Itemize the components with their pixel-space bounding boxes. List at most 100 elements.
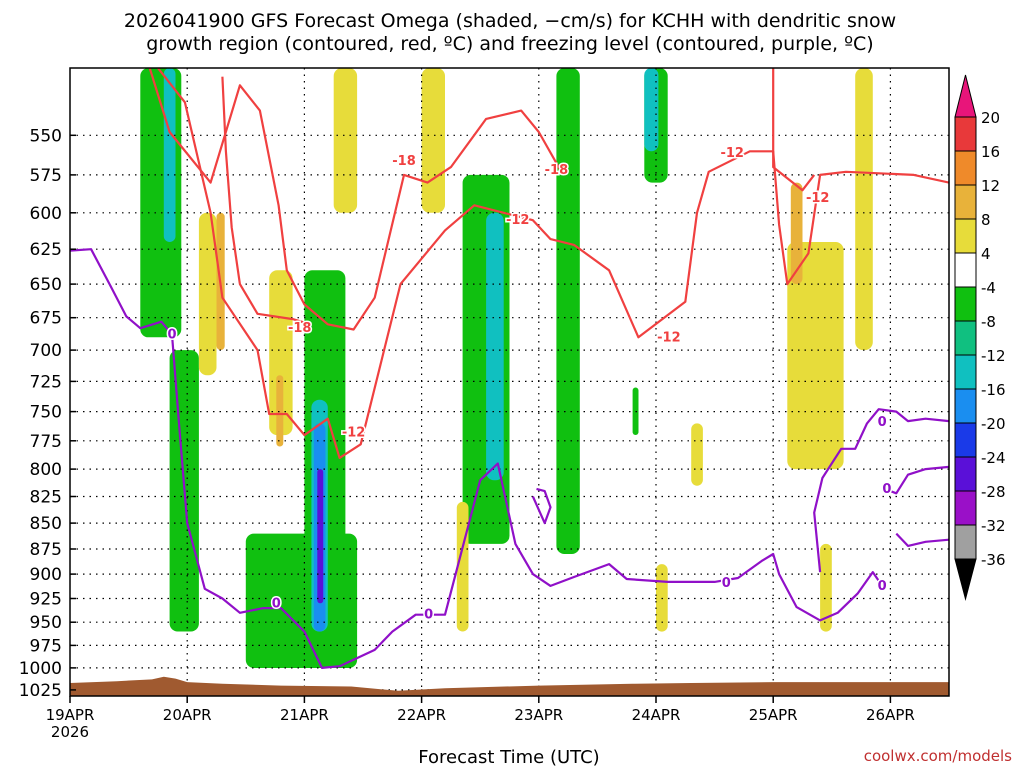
omega-patch-yellow — [855, 68, 873, 351]
freezing-contour-label: 0 — [424, 608, 433, 623]
y-tick-label-800: 800 — [30, 460, 62, 480]
dgz-contour-label: -18 — [545, 163, 569, 178]
dgz-contour-label: -12 — [657, 330, 681, 345]
colorbar-label: -24 — [981, 449, 1006, 467]
dgz-contour-minus18-inner — [221, 76, 311, 326]
y-axis-ticks: 550 575 600 625 650 675 700 725 750 775 800 825 850 8… — [19, 126, 76, 701]
omega-patch-teal — [486, 212, 504, 481]
colorbar-label: -8 — [981, 313, 996, 331]
y-tick-label-900: 900 — [30, 565, 62, 585]
colorbar-bin — [954, 252, 977, 288]
chart-title-line-1: 2026041900 GFS Forecast Omega (shaded, −… — [124, 10, 896, 32]
y-tick-label-1000: 1000 — [19, 659, 62, 679]
colorbar-label: -36 — [981, 551, 1006, 569]
y-tick-label-675: 675 — [30, 309, 62, 329]
chart-title: 2026041900 GFS Forecast Omega (shaded, −… — [124, 10, 896, 55]
y-tick-label-975: 975 — [30, 636, 62, 656]
colorbar-bin — [954, 490, 977, 526]
y-tick-label-575: 575 — [30, 166, 62, 186]
colorbar-label: -20 — [981, 415, 1006, 433]
omega-patch-yellow — [787, 242, 844, 470]
x-axis-title: Forecast Time (UTC) — [418, 747, 599, 768]
omega-patch-yellow — [820, 543, 832, 632]
y-tick-label-775: 775 — [30, 432, 62, 452]
omega-patch-yellow — [421, 68, 445, 213]
y-tick-label-925: 925 — [30, 590, 62, 610]
credit-text: coolwx.com/models — [864, 747, 1012, 765]
freezing-level-contour-loop — [531, 487, 552, 525]
terrain-area — [70, 676, 949, 696]
colorbar-bin — [954, 184, 977, 220]
colorbar-label: -12 — [981, 347, 1006, 365]
freezing-contour-label: 0 — [878, 415, 887, 430]
contour-lines — [70, 68, 949, 670]
colorbar-label: 4 — [981, 245, 991, 263]
x-axis-ticks: 19APR 20APR 21APR 22APR 23APR 24APR 25APR 26APR — [46, 696, 915, 724]
y-tick-label-750: 750 — [30, 403, 62, 423]
freezing-contour-label: 0 — [878, 579, 887, 594]
freezing-level-contour-right-3 — [895, 532, 949, 548]
omega-patch-green — [556, 68, 580, 554]
x-tick-label-20APR: 20APR — [163, 706, 212, 724]
freezing-contour-label: 0 — [722, 576, 731, 591]
colorbar-bottom-arrow — [954, 558, 977, 601]
colorbar-top-arrow — [954, 74, 977, 118]
y-tick-label-1025: 1025 — [19, 681, 62, 701]
colorbar-legend: 20 16 12 8 4 -4 -8 -12 -16 -20 -24 -28 -32 -36 — [954, 74, 1006, 601]
dgz-contour-label: -12 — [806, 191, 830, 206]
freezing-contour-label: 0 — [272, 596, 281, 611]
colorbar-bin — [954, 456, 977, 492]
y-tick-label-700: 700 — [30, 341, 62, 361]
omega-patch-yellow — [269, 270, 293, 436]
dgz-contour-label: -12 — [506, 213, 530, 228]
dgz-contour-minus12 — [157, 68, 949, 459]
colorbar-label: 12 — [981, 177, 1000, 195]
terrain-fill — [70, 676, 949, 696]
freezing-level-contour-right — [813, 408, 949, 573]
omega-patch-orange — [276, 375, 284, 447]
colorbar-label: 20 — [981, 109, 1000, 127]
x-tick-label-21APR: 21APR — [280, 706, 329, 724]
freezing-level-contour — [70, 248, 884, 670]
colorbar-bin — [954, 422, 977, 458]
dgz-contour-label: -12 — [720, 146, 744, 161]
colorbar-label: -32 — [981, 517, 1006, 535]
y-tick-label-550: 550 — [30, 126, 62, 146]
colorbar-bin — [954, 388, 977, 424]
y-tick-label-625: 625 — [30, 240, 62, 260]
y-tick-label-850: 850 — [30, 514, 62, 534]
x-tick-label-25APR: 25APR — [749, 706, 798, 724]
colorbar-label: -4 — [981, 279, 996, 297]
colorbar-bin — [954, 286, 977, 322]
y-tick-label-725: 725 — [30, 372, 62, 392]
x-tick-label-19APR: 19APR — [46, 706, 95, 724]
dgz-contour-label: -18 — [288, 321, 312, 336]
chart-title-line-2: growth region (contoured, red, ºC) and f… — [146, 33, 873, 55]
dgz-contour-label: -18 — [392, 154, 416, 169]
omega-patch-yellow — [333, 68, 358, 213]
dgz-contour-minus12-small — [772, 68, 816, 192]
omega-patch-purple — [317, 469, 324, 604]
omega-patch-orange — [790, 182, 803, 285]
omega-patch-yellow — [691, 423, 703, 486]
freezing-contour-label: 0 — [167, 328, 176, 343]
colorbar-bin — [954, 116, 977, 152]
x-tick-label-23APR: 23APR — [514, 706, 563, 724]
y-tick-label-875: 875 — [30, 540, 62, 560]
y-tick-label-950: 950 — [30, 613, 62, 633]
omega-shading — [140, 68, 873, 668]
colorbar-bin — [954, 218, 977, 254]
colorbar-label: -28 — [981, 483, 1006, 501]
omega-patch-teal — [163, 68, 176, 242]
x-tick-label-26APR: 26APR — [866, 706, 915, 724]
freezing-level-contour-right-2 — [884, 465, 949, 495]
grid-lines — [70, 68, 949, 696]
colorbar-bin — [954, 524, 977, 560]
contour-labels: -18 -18 -18 -12 -12 -12 -12 -12 0 0 0 0 0 0 0 — [166, 144, 893, 624]
dgz-contour-label: -12 — [342, 426, 366, 441]
y-tick-label-650: 650 — [30, 275, 62, 295]
omega-patch-green — [245, 533, 358, 668]
x-axis-year-label: 2026 — [51, 723, 89, 741]
y-tick-label-825: 825 — [30, 488, 62, 508]
